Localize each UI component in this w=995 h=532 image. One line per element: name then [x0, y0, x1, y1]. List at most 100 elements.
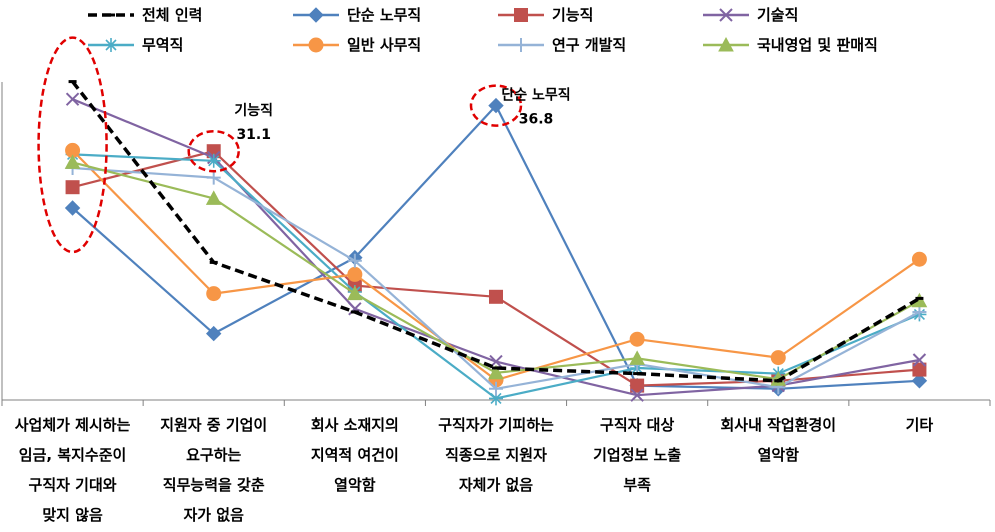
category-label: 부족: [623, 476, 651, 494]
legend-item: 기술직: [703, 6, 798, 24]
category-label: 임금, 복지수준이: [19, 446, 127, 464]
data-point: [633, 372, 642, 376]
legend-swatch-marker: [308, 7, 324, 23]
legend-item: 무역직: [88, 36, 183, 54]
data-point: [630, 388, 644, 402]
annotation-value: 31.1: [236, 127, 271, 143]
series-7: [64, 154, 928, 386]
data-point: [912, 362, 927, 377]
annotation-label: 단순 노무직: [501, 87, 570, 104]
data-point: [489, 391, 503, 406]
category-label: 회사내 작업환경이: [720, 416, 836, 434]
legend-swatch-marker: [514, 38, 528, 52]
annotation-label: 기능직: [234, 102, 273, 119]
highlight-ellipse: [37, 36, 108, 254]
category-label: 열악함: [334, 476, 376, 494]
highlight-ellipse: [187, 129, 240, 173]
data-point: [630, 378, 645, 393]
annotations: 기능직 31.1 단순 노무직 36.8: [234, 87, 570, 144]
data-point: [65, 92, 80, 106]
category-label: 기타: [906, 416, 934, 434]
series-2: [65, 144, 927, 393]
legend-item: 일반 사무직: [293, 36, 421, 54]
category-label: 지역적 여건이: [311, 446, 399, 464]
legend-swatch-marker: [514, 8, 528, 22]
category-label: 기업정보 노출: [593, 446, 681, 464]
data-point: [915, 296, 924, 300]
data-point: [206, 286, 222, 302]
data-point: [489, 381, 503, 396]
category-label: 열악함: [758, 446, 800, 464]
category-label: 사업체가 제시하는: [15, 416, 131, 434]
data-point: [489, 289, 503, 304]
legend-item: 국내영업 및 판매직: [703, 36, 878, 54]
data-point: [492, 366, 500, 370]
data-point: [68, 80, 77, 84]
series-line: [72, 150, 920, 387]
data-point: [64, 200, 81, 216]
legend-item: 단순 노무직: [293, 6, 421, 24]
category-label: 구직자 기대와: [29, 476, 117, 494]
highlight-ellipse: [469, 84, 523, 127]
category-label: 자체가 없음: [459, 476, 533, 494]
series-3: [65, 92, 927, 402]
legend-swatch-marker: [719, 8, 733, 22]
series-group: [64, 80, 928, 406]
data-point: [911, 251, 927, 267]
data-point: [206, 170, 221, 185]
data-point: [206, 153, 221, 168]
category-label: 요구하는: [186, 446, 241, 464]
data-point: [774, 379, 783, 383]
category-label: 직무능력을 갖춘: [163, 476, 265, 494]
category-label: 지원자 중 기업이: [160, 416, 267, 434]
legend-item: 연구 개발직: [498, 36, 626, 54]
data-point: [206, 325, 222, 342]
legend-label: 국내영업 및 판매직: [757, 36, 878, 54]
data-point: [350, 310, 359, 314]
legend-item: 전체 인력: [88, 6, 202, 24]
legend-swatch-marker: [718, 36, 734, 52]
legend-swatch-marker: [104, 38, 118, 52]
series-0: [68, 80, 924, 383]
legend-label: 전체 인력: [142, 6, 202, 24]
legend-label: 기술직: [757, 6, 798, 24]
legend-label: 무역직: [142, 36, 183, 54]
legend-item: 기능직: [498, 6, 593, 24]
annotation-value: 36.8: [519, 112, 554, 128]
data-point: [347, 266, 363, 282]
highlight-ellipses: [37, 36, 523, 254]
data-point: [64, 154, 81, 169]
category-label: 회사 소재지의: [311, 416, 399, 434]
category-label: 자가 없음: [183, 506, 244, 524]
data-point: [209, 260, 218, 264]
data-point: [911, 373, 928, 389]
legend-label: 기능직: [552, 6, 593, 24]
legend-swatch-marker: [308, 37, 324, 53]
legend-label: 단순 노무직: [347, 6, 421, 24]
category-label: 직종으로 지원자: [445, 446, 547, 464]
series-line: [71, 149, 921, 382]
data-point: [205, 190, 222, 205]
series-1: [64, 97, 928, 397]
category-label: 구직자 대상: [600, 416, 674, 434]
data-point: [488, 364, 504, 380]
data-point: [629, 350, 645, 365]
series-5: [65, 142, 927, 388]
series-line: [72, 98, 920, 397]
data-point: [912, 305, 927, 319]
legend-swatch-marker: [107, 13, 115, 17]
data-point: [629, 331, 645, 347]
legend-label: 일반 사무직: [347, 36, 421, 54]
category-label: 맞지 않음: [42, 506, 103, 524]
category-label: 구직자가 기피하는: [438, 416, 554, 434]
data-point: [347, 285, 363, 301]
data-point: [65, 180, 80, 195]
data-point: [770, 350, 786, 366]
legend-label: 연구 개발직: [552, 36, 626, 54]
data-point: [347, 253, 362, 268]
data-point: [912, 353, 927, 367]
series-line: [71, 104, 920, 390]
